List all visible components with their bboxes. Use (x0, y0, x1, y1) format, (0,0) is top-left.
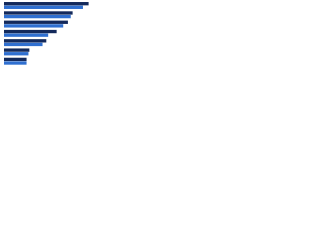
bar (4, 33, 49, 37)
bar (4, 11, 73, 15)
bar (4, 39, 47, 43)
page: (() => { const data = JSON.parse(documen… (0, 0, 320, 71)
bar (4, 48, 30, 52)
bar (4, 5, 83, 9)
bar (4, 57, 27, 62)
bar (4, 52, 29, 56)
bar (4, 20, 68, 24)
bar (4, 2, 89, 6)
bar (4, 14, 71, 19)
bar (4, 29, 57, 34)
bar (4, 61, 27, 65)
chart (4, 2, 89, 65)
bar (4, 42, 43, 47)
bar (4, 24, 64, 28)
